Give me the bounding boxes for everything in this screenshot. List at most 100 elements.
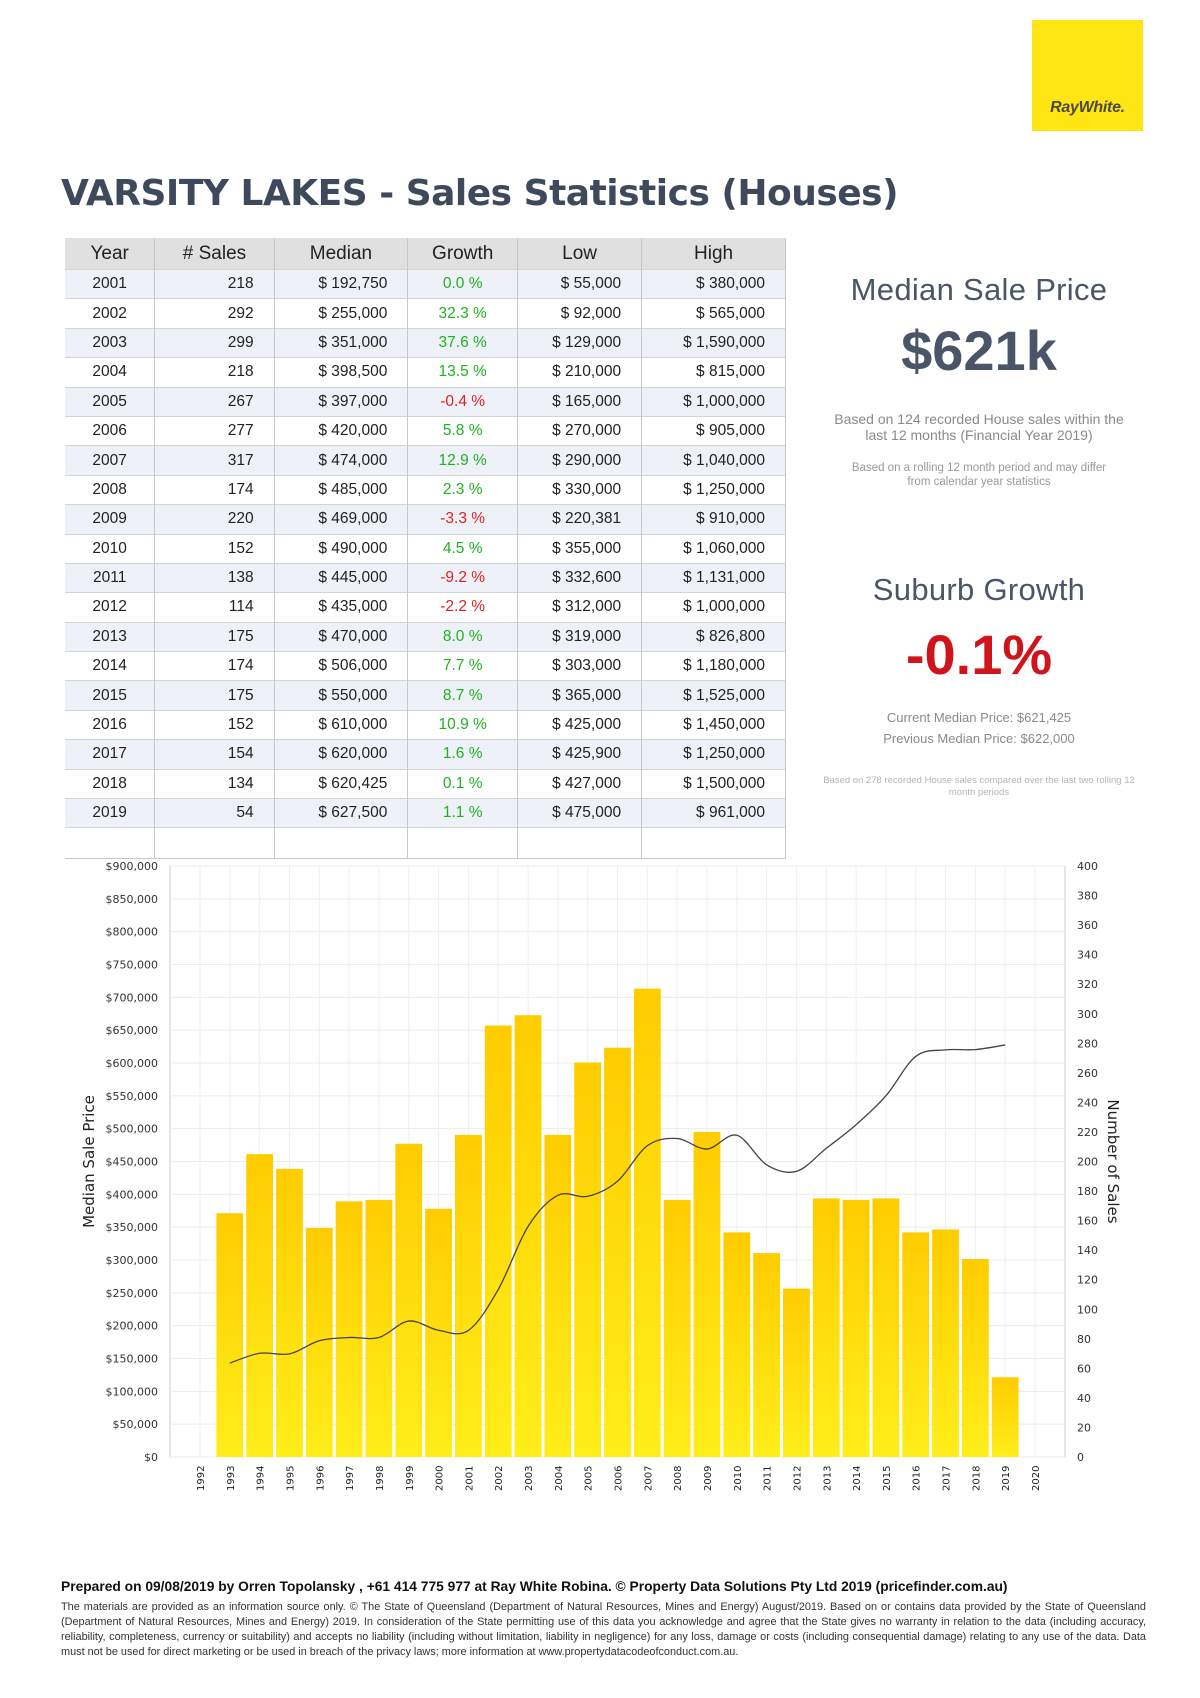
sales-bar <box>335 1201 363 1457</box>
cell-year: 2016 <box>65 709 156 740</box>
sales-bar <box>216 1213 244 1457</box>
y2-tick-label: 240 <box>1077 1096 1098 1109</box>
cell-sales: 152 <box>154 533 275 564</box>
cell-low: $ 475,000 <box>517 798 643 828</box>
table-row: 2007 317 $ 474,000 12.9 % $ 290,000 $ 1,040,0… <box>65 445 786 476</box>
cell-sales: 174 <box>154 474 275 505</box>
cell-median: $ 420,000 <box>274 415 409 446</box>
y-tick-label: $250,000 <box>106 1287 159 1300</box>
y-tick-label: $500,000 <box>106 1123 159 1136</box>
cell-low: $ 330,000 <box>517 474 643 505</box>
table-row: 2003 299 $ 351,000 37.6 % $ 129,000 $ 1,590,0… <box>65 327 786 358</box>
cell-median: $ 627,500 <box>274 798 409 828</box>
cell-high: $ 1,590,000 <box>641 327 786 358</box>
table-row: 2016 152 $ 610,000 10.9 % $ 425,000 $ 1,450,0… <box>65 709 786 740</box>
table-row: 2019 54 $ 627,500 1.1 % $ 475,000 $ 961,000 <box>65 798 786 828</box>
x-tick-label: 2003 <box>524 1466 535 1491</box>
cell-year: 2005 <box>65 386 156 417</box>
x-tick-label: 2014 <box>852 1466 863 1491</box>
x-tick-label: 2012 <box>792 1466 803 1491</box>
cell-high: $ 380,000 <box>641 268 786 299</box>
sales-bar <box>872 1198 900 1457</box>
cell-high: $ 1,000,000 <box>641 386 786 417</box>
spacer-cell <box>641 827 786 859</box>
cell-median: $ 490,000 <box>274 533 409 564</box>
x-tick-label: 2008 <box>673 1466 684 1491</box>
cell-median: $ 485,000 <box>274 474 409 505</box>
cell-low: $ 355,000 <box>517 533 643 564</box>
y-tick-label: $300,000 <box>106 1254 159 1267</box>
cell-year: 2014 <box>65 651 156 681</box>
cell-growth: -2.2 % <box>407 592 519 623</box>
legal-disclaimer: The materials are provided as an informa… <box>61 1601 1146 1658</box>
table-row: 2006 277 $ 420,000 5.8 % $ 270,000 $ 905,000 <box>65 415 786 446</box>
cell-growth: 8.7 % <box>407 680 519 711</box>
sales-bar <box>365 1199 393 1457</box>
x-tick-label: 1993 <box>226 1466 237 1491</box>
cell-median: $ 620,000 <box>274 739 409 770</box>
cell-year: 2012 <box>65 592 156 623</box>
y-tick-label: $400,000 <box>106 1188 159 1201</box>
y-tick-label: $450,000 <box>106 1156 159 1169</box>
x-tick-label: 2011 <box>763 1466 774 1491</box>
cell-growth: 5.8 % <box>407 415 519 446</box>
cell-low: $ 55,000 <box>517 268 643 299</box>
y2-tick-label: 160 <box>1077 1215 1098 1228</box>
cell-year: 2018 <box>65 768 156 799</box>
cell-median: $ 469,000 <box>274 504 409 535</box>
cell-high: $ 1,525,000 <box>641 680 786 711</box>
y-tick-label: $100,000 <box>106 1385 159 1398</box>
growth-value: -0.1% <box>905 623 1053 686</box>
sales-bar <box>395 1143 423 1457</box>
cell-year: 2003 <box>65 327 156 358</box>
x-tick-label: 2001 <box>464 1466 475 1491</box>
cell-high: $ 1,500,000 <box>641 768 786 799</box>
table-row: 2001 218 $ 192,750 0.0 % $ 55,000 $ 380,000 <box>65 268 786 299</box>
x-tick-label: 2005 <box>584 1466 595 1491</box>
cell-high: $ 565,000 <box>641 298 786 329</box>
median-sale-price-panel: Median Sale Price $621k Based on 124 rec… <box>820 272 1138 489</box>
cell-high: $ 905,000 <box>641 415 786 446</box>
x-tick-label: 2015 <box>882 1466 893 1491</box>
growth-tiny-note: Based on 278 recorded House sales compar… <box>823 775 1135 798</box>
table-row: 2014 174 $ 506,000 7.7 % $ 303,000 $ 1,180,00… <box>65 651 786 681</box>
prepared-by: Prepared on 09/08/2019 by Orren Topolans… <box>61 1579 1008 1594</box>
cell-sales: 175 <box>154 621 275 652</box>
cell-low: $ 365,000 <box>517 680 643 711</box>
cell-low: $ 427,000 <box>517 768 643 799</box>
y-tick-label: $200,000 <box>106 1320 159 1333</box>
x-tick-label: 1997 <box>345 1466 356 1491</box>
y-tick-label: $800,000 <box>106 926 159 939</box>
sales-statistics-table: Year # Sales Median Growth Low High 2001… <box>65 238 786 860</box>
previous-median-price: Previous Median Price: $622,000 <box>883 731 1075 746</box>
cell-high: $ 1,040,000 <box>641 445 786 476</box>
table-header-row: Year # Sales Median Growth Low High <box>65 238 786 270</box>
sales-bar <box>276 1168 303 1457</box>
median-price-line <box>229 1044 1006 1364</box>
sales-bar <box>961 1259 989 1457</box>
sales-bar <box>604 1047 631 1457</box>
y2-tick-label: 140 <box>1077 1244 1098 1257</box>
cell-median: $ 255,000 <box>274 298 409 329</box>
y2-axis-label: Number of Sales <box>1104 1099 1122 1223</box>
cell-high: $ 826,800 <box>641 621 786 652</box>
current-median-price: Current Median Price: $621,425 <box>886 710 1072 725</box>
cell-low: $ 92,000 <box>517 298 643 329</box>
table-row: 2018 134 $ 620,425 0.1 % $ 427,000 $ 1,500,00… <box>65 768 786 799</box>
x-tick-label: 2020 <box>1031 1466 1042 1491</box>
x-tick-label: 2013 <box>822 1466 833 1491</box>
x-tick-label: 2018 <box>971 1466 982 1491</box>
table-row: 2011 138 $ 445,000 -9.2 % $ 332,600 $ 1,131,0… <box>65 562 786 593</box>
x-tick-label: 1994 <box>256 1466 267 1491</box>
cell-low: $ 319,000 <box>517 621 643 652</box>
cell-sales: 218 <box>154 268 275 299</box>
cell-growth: 37.6 % <box>407 327 519 358</box>
sales-bar <box>693 1131 721 1457</box>
cell-sales: 317 <box>154 445 275 476</box>
x-tick-label: 2009 <box>703 1466 714 1491</box>
y2-tick-label: 100 <box>1077 1303 1098 1316</box>
y-tick-label: $50,000 <box>113 1418 159 1431</box>
y2-tick-label: 200 <box>1077 1156 1098 1169</box>
table-row: 2017 154 $ 620,000 1.6 % $ 425,900 $ 1,250,00… <box>65 739 786 770</box>
cell-median: $ 610,000 <box>274 709 409 740</box>
